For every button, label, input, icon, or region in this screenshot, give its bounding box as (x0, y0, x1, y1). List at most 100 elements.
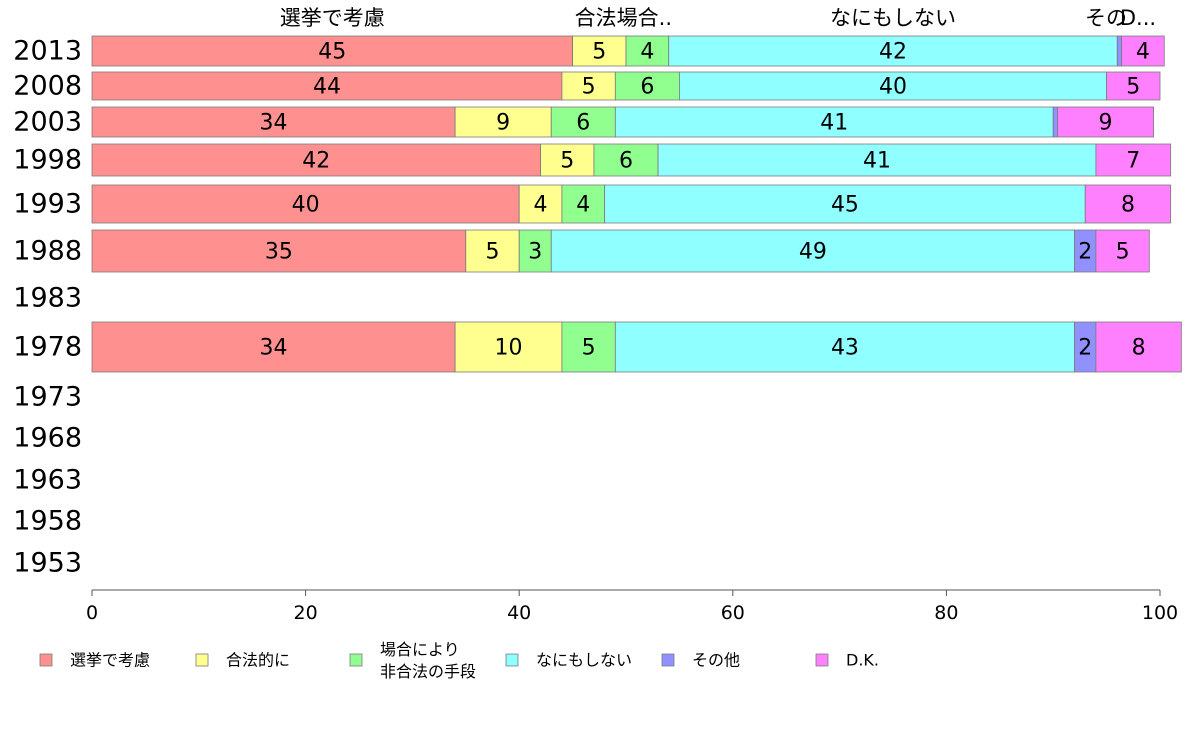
data-label: 41 (820, 111, 848, 136)
data-label: 5 (486, 240, 500, 265)
data-label: 5 (582, 336, 596, 361)
data-label: 42 (879, 40, 907, 65)
legend-label: 合法的に (226, 651, 290, 670)
data-label: 5 (582, 75, 596, 100)
legend-item: なにもしない (505, 651, 632, 670)
bar-segment (625, 35, 670, 67)
bar-segment (91, 184, 520, 224)
bar-segment (1052, 106, 1058, 138)
data-label: 6 (576, 111, 590, 136)
data-label: 5 (1126, 75, 1140, 100)
legend-item: D.K. (815, 651, 879, 670)
bar-segment (1106, 71, 1161, 101)
data-label: 42 (302, 149, 330, 174)
data-label: 44 (313, 75, 341, 100)
data-label: 34 (260, 111, 288, 136)
legend-swatch (195, 653, 209, 667)
bar-segment (614, 71, 680, 101)
bar-segment (561, 321, 616, 373)
y-tick-label: 1973 (13, 382, 82, 413)
data-label: 10 (495, 336, 523, 361)
data-label: 45 (831, 193, 859, 218)
top-category-label: D... (1120, 6, 1156, 30)
legend-item: 場合により非合法の手段 (349, 640, 476, 681)
y-tick-label: 1978 (13, 332, 82, 363)
data-label: 5 (1116, 240, 1130, 265)
data-label: 41 (863, 149, 891, 174)
bars-group: 45 5 4 42 444 5 6 40 534 9 6 41 942 5 6 41 740 4 4 45 835 5 3 4… (91, 35, 1182, 373)
legend-item: その他 (661, 651, 740, 670)
y-tick-label: 1988 (13, 236, 82, 267)
bar-segment (614, 106, 1054, 138)
data-label: 43 (831, 336, 859, 361)
legend-swatch (39, 653, 53, 667)
bar-segment (593, 143, 659, 177)
bar-segment (561, 71, 616, 101)
legend-swatch (349, 653, 363, 667)
data-label: 5 (592, 40, 606, 65)
bar-segment (1095, 229, 1150, 273)
bar-segment (550, 106, 616, 138)
legend-label: 選挙で考慮 (70, 651, 150, 670)
data-label: 34 (260, 336, 288, 361)
legend-swatch (815, 653, 829, 667)
y-tick-label: 1963 (13, 465, 82, 496)
data-label: 4 (1136, 40, 1150, 65)
bar-segment (454, 106, 552, 138)
bar-segment (614, 321, 1075, 373)
bar-segment (668, 35, 1118, 67)
data-label: 4 (640, 40, 654, 65)
x-tick-label: 80 (934, 602, 958, 624)
x-tick-label: 60 (721, 602, 745, 624)
data-label: 9 (1099, 111, 1113, 136)
bar-segment (465, 229, 520, 273)
y-tick-label: 1993 (13, 189, 82, 220)
data-label: 2 (1078, 240, 1092, 265)
data-label: 8 (1121, 193, 1135, 218)
y-tick-label: 2013 (13, 36, 82, 67)
data-label: 4 (534, 193, 548, 218)
x-tick-label: 20 (294, 602, 318, 624)
legend-swatch (661, 653, 675, 667)
bar-segment (679, 71, 1108, 101)
data-label: 6 (619, 149, 633, 174)
bar-segment (561, 184, 606, 224)
y-tick-label: 2008 (13, 71, 82, 102)
bar-segment (550, 229, 1075, 273)
bar-segment (572, 35, 627, 67)
legend-label: D.K. (846, 651, 879, 670)
legend-swatch (505, 653, 519, 667)
bar-segment (1116, 35, 1122, 67)
data-label: 40 (879, 75, 907, 100)
top-category-label: なにもしない (830, 6, 956, 30)
legend-label: その他 (692, 651, 740, 670)
bar-segment (91, 35, 574, 67)
top-category-label: 選挙で考慮 (280, 6, 385, 30)
legend-item: 合法的に (195, 651, 290, 670)
bar-segment (540, 143, 595, 177)
data-label: 8 (1132, 336, 1146, 361)
top-category-label: 合法場合.. (575, 6, 672, 30)
bar-segment (1095, 143, 1172, 177)
y-tick-label: 1968 (13, 423, 82, 454)
x-tick-label: 40 (507, 602, 531, 624)
data-label: 35 (265, 240, 293, 265)
bar-segment (1121, 35, 1165, 67)
data-label: 5 (560, 149, 574, 174)
bar-segment (518, 229, 552, 273)
data-label: 49 (799, 240, 827, 265)
bar-segment (1057, 106, 1154, 138)
data-label: 40 (292, 193, 320, 218)
bar-segment (91, 71, 563, 101)
y-tick-label: 1958 (13, 506, 82, 537)
bar-segment (518, 184, 563, 224)
data-label: 9 (496, 111, 510, 136)
data-label: 2 (1078, 336, 1092, 361)
bar-segment (91, 143, 541, 177)
bar-segment (91, 321, 456, 373)
y-tick-label: 1983 (13, 283, 82, 314)
y-tick-label: 1998 (13, 145, 82, 176)
bar-segment (657, 143, 1097, 177)
bar-segment (1084, 184, 1172, 224)
